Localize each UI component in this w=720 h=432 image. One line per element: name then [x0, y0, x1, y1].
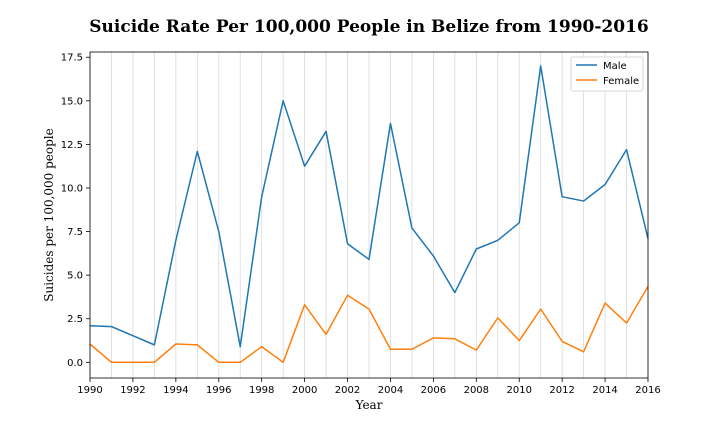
x-tick-label: 2016 [635, 385, 660, 396]
y-axis: 0.0 2.5 5.0 7.5 10.0 12.5 15.0 17.5 [61, 53, 90, 369]
chart-title: Suicide Rate Per 100,000 People in Beliz… [89, 17, 648, 37]
x-tick-label: 2008 [464, 385, 489, 396]
x-tick-label: 2004 [378, 385, 403, 396]
series-lines [89, 65, 649, 364]
x-tick-label: 2012 [549, 385, 574, 396]
y-tick-label: 5.0 [67, 271, 83, 282]
x-axis-label: Year [355, 398, 383, 412]
plot-frame [89, 51, 649, 379]
x-tick-label: 2010 [507, 385, 532, 396]
legend: Male Female [570, 56, 644, 92]
y-axis-label: Suicides per 100,000 people [42, 128, 56, 302]
y-tick-label: 7.5 [67, 227, 83, 238]
x-tick-label: 2000 [292, 385, 317, 396]
x-tick-label: 1994 [163, 385, 188, 396]
x-axis: 1990 1992 1994 1996 1998 2000 2002 2004 2006 2008… [77, 378, 661, 396]
x-tick-label: 1998 [249, 385, 274, 396]
x-tick-label: 2014 [592, 385, 617, 396]
x-tick-label: 2002 [335, 385, 360, 396]
y-tick-label: 2.5 [67, 314, 83, 325]
series-line-male [89, 65, 649, 348]
y-tick-label: 15.0 [61, 96, 83, 107]
x-tick-label: 1996 [206, 385, 231, 396]
x-tick-label: 1992 [120, 385, 145, 396]
series-line-female [89, 286, 649, 364]
y-tick-label: 12.5 [61, 140, 83, 151]
legend-label-male: Male [603, 61, 627, 72]
x-tick-label: 2006 [421, 385, 446, 396]
y-tick-label: 17.5 [61, 53, 83, 64]
grid-lines [89, 52, 649, 378]
legend-label-female: Female [603, 76, 639, 87]
x-tick-label: 1990 [77, 385, 102, 396]
y-tick-label: 0.0 [67, 358, 83, 369]
y-tick-label: 10.0 [61, 183, 83, 194]
